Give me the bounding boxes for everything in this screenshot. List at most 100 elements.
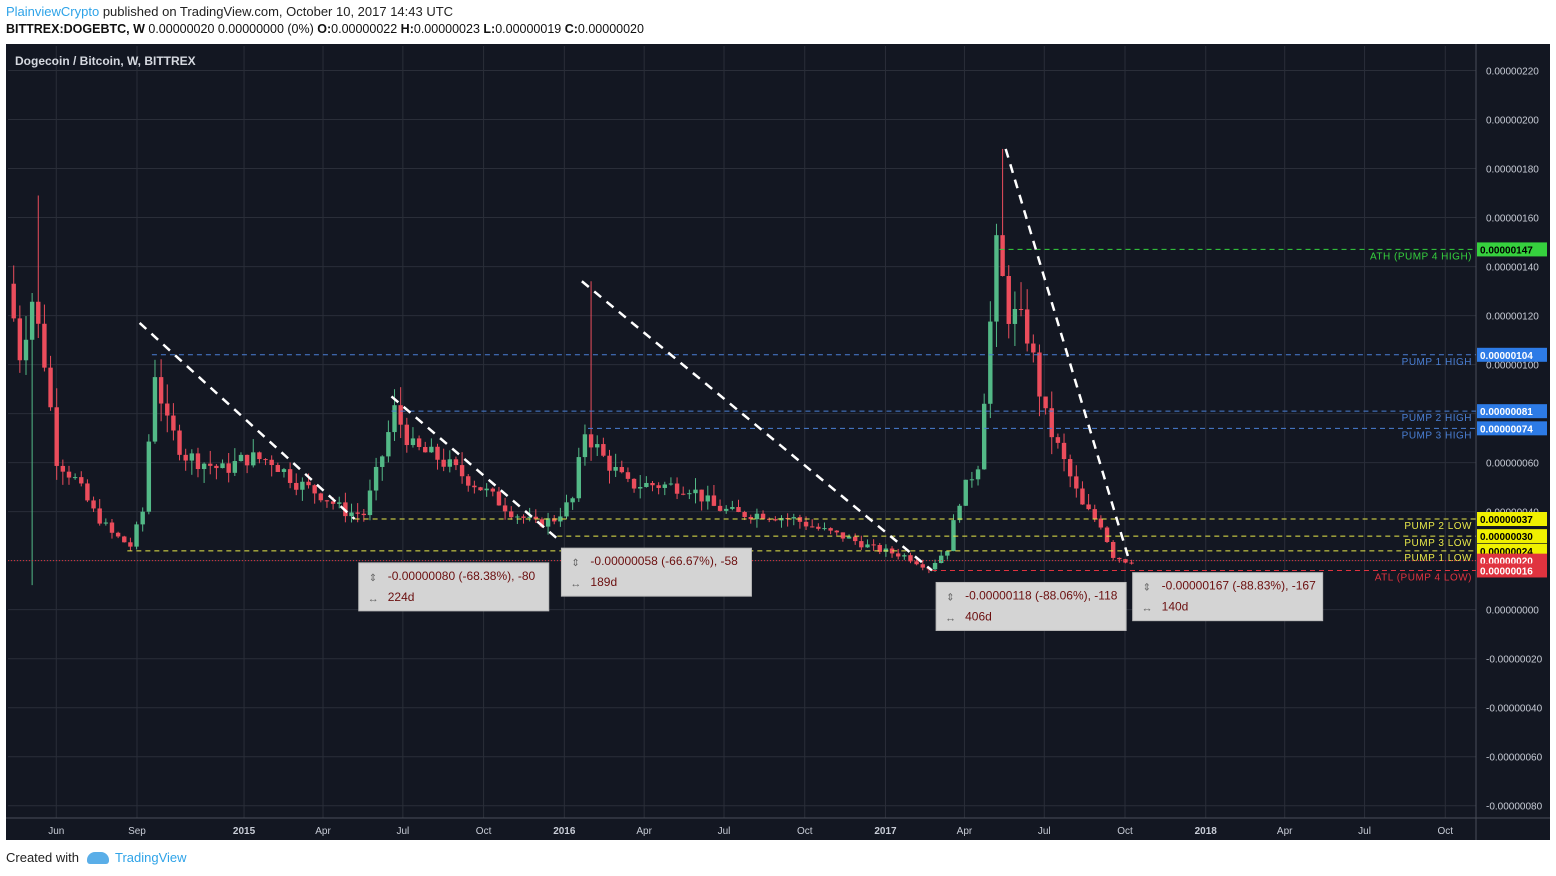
candle-body bbox=[957, 505, 962, 521]
x-tick-label: Apr bbox=[636, 826, 652, 837]
candle-body bbox=[1074, 476, 1079, 489]
trend-line bbox=[390, 395, 559, 540]
y-tick-label: -0.00000040 bbox=[1486, 704, 1543, 715]
price-tag bbox=[1477, 242, 1547, 257]
candle-body bbox=[650, 482, 655, 486]
candle-body bbox=[269, 459, 274, 466]
candle-body bbox=[226, 463, 231, 473]
candle-body bbox=[324, 500, 330, 502]
candle-body bbox=[619, 466, 624, 473]
candle-body bbox=[349, 512, 354, 517]
high-label: H: bbox=[397, 22, 414, 36]
candle-body bbox=[36, 301, 41, 324]
candle-body bbox=[791, 517, 796, 519]
measure-box: ⇕ ↔ -0.00000080 (-68.38%), -80 224d bbox=[358, 562, 550, 612]
candle-body bbox=[699, 489, 704, 502]
candle-body bbox=[527, 516, 532, 518]
measure-change: -0.00000080 (-68.38%), -80 bbox=[388, 569, 536, 583]
x-tick-label: 2017 bbox=[874, 826, 897, 837]
y-tick-label: 0.00000160 bbox=[1486, 214, 1539, 225]
measure-box: ⇕ ↔ -0.00000167 (-88.83%), -167 140d bbox=[1132, 572, 1324, 622]
candle-body bbox=[582, 434, 588, 458]
x-tick-label: Jul bbox=[718, 826, 731, 837]
y-tick-label: -0.00000060 bbox=[1486, 753, 1543, 764]
close-value: 0.00000020 bbox=[577, 22, 644, 36]
tradingview-link[interactable]: TradingView bbox=[114, 850, 187, 865]
candle-body bbox=[963, 479, 968, 506]
candle-body bbox=[306, 481, 311, 486]
candle-body bbox=[189, 453, 195, 461]
price-tag-label: 0.00000037 bbox=[1480, 515, 1533, 526]
candle-body bbox=[730, 507, 735, 509]
candle-body bbox=[263, 459, 268, 461]
chart-area[interactable]: 0.00000220 0.00000200 0.00000180 0.00000160… bbox=[6, 44, 1550, 840]
candle-body bbox=[809, 526, 815, 528]
measure-box-bg bbox=[560, 547, 752, 597]
price-tag bbox=[1477, 529, 1547, 544]
candle-body bbox=[674, 483, 680, 494]
candle-body bbox=[951, 520, 956, 552]
candle-body bbox=[275, 465, 281, 472]
author-link[interactable]: PlainviewCrypto bbox=[6, 4, 100, 19]
tradingview-logo-icon bbox=[86, 851, 109, 864]
candle-body bbox=[140, 511, 145, 525]
candle-body bbox=[539, 519, 545, 527]
candle-body bbox=[1086, 504, 1091, 510]
price-tag bbox=[1477, 347, 1547, 362]
candle-body bbox=[1104, 527, 1110, 542]
y-tick-label: 0.00000180 bbox=[1486, 165, 1539, 176]
candle-body bbox=[509, 511, 514, 518]
candle-body bbox=[895, 553, 901, 557]
candle-body bbox=[355, 512, 360, 514]
candle-body bbox=[840, 532, 846, 539]
candle-body bbox=[214, 465, 219, 469]
candle-body bbox=[281, 469, 287, 472]
candle-body bbox=[361, 513, 367, 516]
x-tick-label: Apr bbox=[315, 826, 331, 837]
date-range-icon: ↔ bbox=[945, 612, 956, 624]
candle-body bbox=[902, 555, 907, 557]
price-tag-label: 0.00000030 bbox=[1480, 532, 1533, 543]
candle-body bbox=[195, 453, 201, 470]
measure-change: -0.00000167 (-88.83%), -167 bbox=[1162, 579, 1316, 593]
candle-body bbox=[644, 482, 649, 487]
price-range-icon: ⇕ bbox=[369, 573, 377, 584]
measure-duration: 140d bbox=[1162, 600, 1189, 614]
candle-body bbox=[220, 463, 225, 469]
candle-body bbox=[392, 405, 397, 433]
candle-body bbox=[994, 235, 999, 322]
open-value: 0.00000022 bbox=[331, 22, 398, 36]
candle-body bbox=[330, 501, 336, 504]
candle-body bbox=[447, 459, 453, 467]
candle-body bbox=[576, 457, 581, 499]
candle-body bbox=[85, 483, 90, 501]
y-tick-label: 0.00000120 bbox=[1486, 312, 1539, 323]
candle-body bbox=[852, 536, 858, 542]
candle-body bbox=[208, 463, 213, 466]
candle-body bbox=[613, 466, 618, 471]
candle-body bbox=[1037, 352, 1042, 397]
candle-body bbox=[871, 544, 876, 546]
x-tick-label: 2018 bbox=[1195, 826, 1218, 837]
candle-body bbox=[122, 536, 127, 543]
candle-body bbox=[607, 455, 612, 471]
trend-line bbox=[1004, 148, 1130, 559]
y-tick-label: -0.00000080 bbox=[1486, 802, 1543, 813]
candle-body bbox=[478, 487, 483, 491]
x-tick-label: Oct bbox=[1438, 826, 1454, 837]
ohlc-header: BITTREX:DOGEBTC, W 0.00000020 0.00000000… bbox=[6, 22, 644, 36]
measure-box: ⇕ ↔ -0.00000118 (-88.06%), -118 406d bbox=[935, 581, 1127, 631]
candle-body bbox=[908, 555, 913, 562]
price-chart[interactable]: 0.00000220 0.00000200 0.00000180 0.00000160… bbox=[6, 44, 1550, 840]
x-tick-label: Apr bbox=[1277, 826, 1293, 837]
candle-body bbox=[662, 484, 667, 488]
candle-body bbox=[17, 318, 23, 361]
candle-body bbox=[472, 485, 477, 488]
price-tag-label: 0.00000147 bbox=[1480, 245, 1533, 256]
x-tick-label: Jun bbox=[48, 826, 64, 837]
candle-body bbox=[588, 434, 594, 448]
candle-body bbox=[545, 518, 551, 527]
candle-body bbox=[48, 367, 53, 408]
price-tag-label: 0.00000016 bbox=[1480, 566, 1533, 577]
candle-body bbox=[103, 522, 109, 524]
